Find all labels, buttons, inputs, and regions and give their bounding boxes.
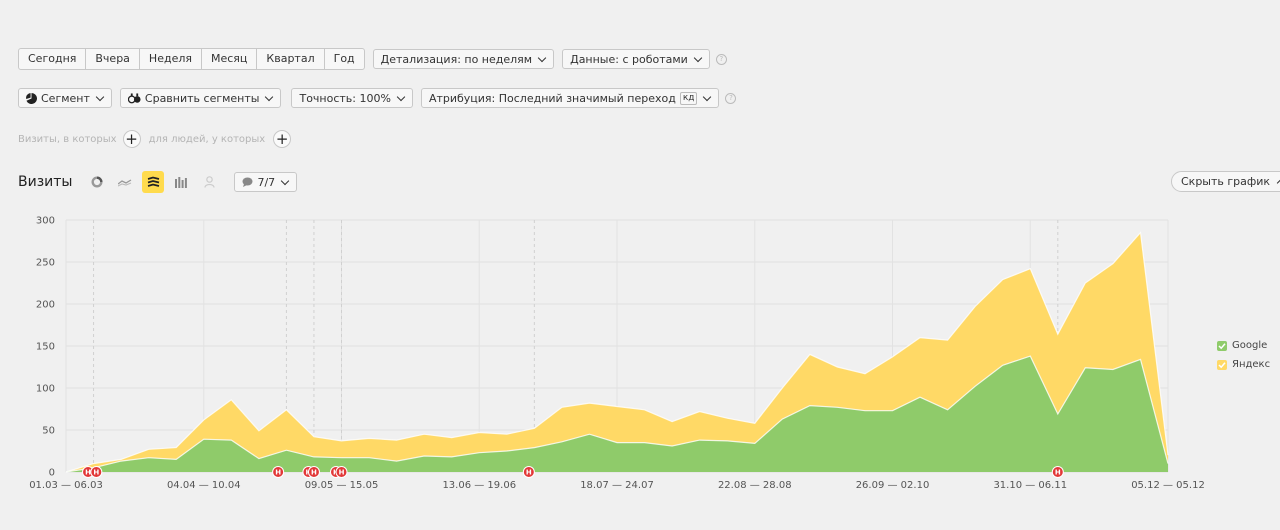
event-markers: ННННННННН <box>82 466 1064 478</box>
segment-dropdown-label: Сегмент <box>41 91 90 105</box>
add-people-filter-button[interactable]: + <box>273 130 292 148</box>
event-marker-icon[interactable]: Н <box>1051 466 1064 478</box>
toolbar-period-row: Сегодня Вчера Неделя Месяц Квартал Год Д… <box>18 48 727 70</box>
pie-icon <box>26 92 37 104</box>
y-tick-label: 200 <box>36 300 55 311</box>
event-marker-icon[interactable]: Н <box>90 466 103 478</box>
metric-title: Визиты <box>18 174 73 190</box>
event-marker-icon[interactable]: Н <box>335 466 348 478</box>
line-chart-type-button[interactable] <box>114 171 136 193</box>
help-icon[interactable]: ? <box>715 53 727 65</box>
data-dropdown-label: Данные: с роботами <box>570 52 688 66</box>
comments-dropdown[interactable]: 7/7 <box>234 172 298 192</box>
chevron-down-icon <box>265 92 274 101</box>
x-tick-label: 22.08 — 28.08 <box>718 480 792 491</box>
period-selector: Сегодня Вчера Неделя Месяц Квартал Год <box>18 48 365 70</box>
add-visit-filter-button[interactable]: + <box>122 130 141 148</box>
x-tick-label: 05.12 — 05.12 <box>1131 480 1205 491</box>
toolbar-segment-row: Сегмент Сравнить сегменты Точность: 100%… <box>18 88 737 108</box>
y-tick-label: 50 <box>42 426 55 437</box>
event-marker-label: Н <box>526 469 532 477</box>
bar-chart-type-button[interactable] <box>170 171 192 193</box>
line-chart-icon <box>118 179 132 187</box>
filter-visits-label: Визиты, в которых <box>18 133 117 145</box>
data-dropdown[interactable]: Данные: с роботами <box>562 49 710 69</box>
period-month-button[interactable]: Месяц <box>202 49 258 69</box>
chevron-down-icon <box>280 176 290 185</box>
chevron-down-icon <box>396 92 406 101</box>
segment-dropdown[interactable]: Сегмент <box>18 88 112 108</box>
filter-row: Визиты, в которых + для людей, у которых… <box>18 130 292 148</box>
x-tick-label: 09.05 — 15.05 <box>305 480 379 491</box>
comment-icon <box>242 177 253 187</box>
visits-chart: 0 50 100 150 200 250 300 01.03 — 06.03 04.04 — … <box>29 216 1205 492</box>
event-marker-label: Н <box>1055 469 1061 477</box>
event-marker-label: Н <box>311 469 317 477</box>
compare-segments-label: Сравнить сегменты <box>144 91 260 105</box>
y-axis: 0 50 100 150 200 250 300 <box>36 216 55 479</box>
x-tick-label: 01.03 — 06.03 <box>29 480 103 491</box>
comments-count: 7/7 <box>257 175 276 189</box>
accuracy-dropdown-label: Точность: 100% <box>299 91 391 105</box>
period-week-button[interactable]: Неделя <box>140 49 202 69</box>
hide-chart-label: Скрыть график <box>1181 175 1271 188</box>
chevron-down-icon <box>703 92 712 101</box>
legend-item-yandex[interactable]: Яндекс <box>1217 359 1270 370</box>
chevron-down-icon <box>693 53 703 62</box>
event-marker-label: Н <box>85 469 91 477</box>
period-year-button[interactable]: Год <box>333 52 355 65</box>
y-tick-label: 150 <box>36 342 55 353</box>
attribution-dropdown[interactable]: Атрибуция: Последний значимый переход кд <box>420 88 720 108</box>
event-marker-label: Н <box>93 469 99 477</box>
stacked-area-icon <box>147 176 160 187</box>
map-chart-type-button[interactable] <box>198 171 220 193</box>
event-marker-label: Н <box>339 469 345 477</box>
y-tick-label: 100 <box>36 384 55 395</box>
event-marker-icon[interactable]: Н <box>307 466 320 478</box>
help-icon[interactable]: ? <box>725 92 737 104</box>
checkbox-check-icon <box>1217 340 1227 351</box>
legend-label-yandex: Яндекс <box>1232 359 1271 370</box>
x-tick-label: 31.10 — 06.11 <box>993 480 1067 491</box>
accuracy-dropdown[interactable]: Точность: 100% <box>291 88 413 108</box>
attribution-dropdown-label: Атрибуция: Последний значимый переход <box>428 91 676 105</box>
checkbox-check-icon <box>1217 359 1227 370</box>
chart-header: Визиты <box>18 171 298 193</box>
x-tick-label: 18.07 — 24.07 <box>580 480 654 491</box>
period-today-button[interactable]: Сегодня <box>19 49 87 69</box>
period-yesterday-button[interactable]: Вчера <box>86 49 140 69</box>
chevron-down-icon <box>95 92 105 101</box>
legend-label-google: Google <box>1232 340 1268 351</box>
x-tick-label: 13.06 — 19.06 <box>442 480 516 491</box>
area-series-0[interactable] <box>66 356 1168 472</box>
y-tick-label: 300 <box>36 216 55 227</box>
hide-chart-button[interactable]: Скрыть график <box>1171 171 1280 192</box>
pie-chart-type-button[interactable] <box>86 171 108 193</box>
area-series-edge-0 <box>65 355 1169 473</box>
chart-areas <box>65 231 1169 473</box>
x-tick-label: 26.09 — 02.10 <box>856 480 930 491</box>
bar-chart-icon <box>175 176 188 188</box>
event-marker-label: Н <box>275 469 281 477</box>
area-series-edge-1 <box>65 231 1169 473</box>
event-marker-icon[interactable]: Н <box>272 466 285 478</box>
detail-dropdown[interactable]: Детализация: по неделям <box>372 49 555 69</box>
period-quarter-button[interactable]: Квартал <box>257 49 325 69</box>
legend-item-google[interactable]: Google <box>1217 340 1267 351</box>
chevron-down-icon <box>537 53 547 62</box>
event-marker-icon[interactable]: Н <box>522 466 535 478</box>
y-tick-label: 250 <box>36 258 55 269</box>
x-axis: 01.03 — 06.03 04.04 — 10.04 09.05 — 15.05 1… <box>29 480 1205 491</box>
detail-dropdown-label: Детализация: по неделям <box>380 52 533 66</box>
compare-icon <box>127 92 141 103</box>
x-tick-label: 04.04 — 10.04 <box>167 480 241 491</box>
event-marker-icon[interactable]: Н <box>82 466 95 478</box>
attribution-badge: кд <box>679 91 698 105</box>
area-chart-type-button[interactable] <box>142 171 165 193</box>
compare-segments-dropdown[interactable]: Сравнить сегменты <box>119 88 282 108</box>
filter-people-label: для людей, у которых <box>148 133 266 145</box>
y-tick-label: 0 <box>49 468 55 479</box>
donut-icon <box>91 176 103 188</box>
person-icon <box>204 176 215 188</box>
